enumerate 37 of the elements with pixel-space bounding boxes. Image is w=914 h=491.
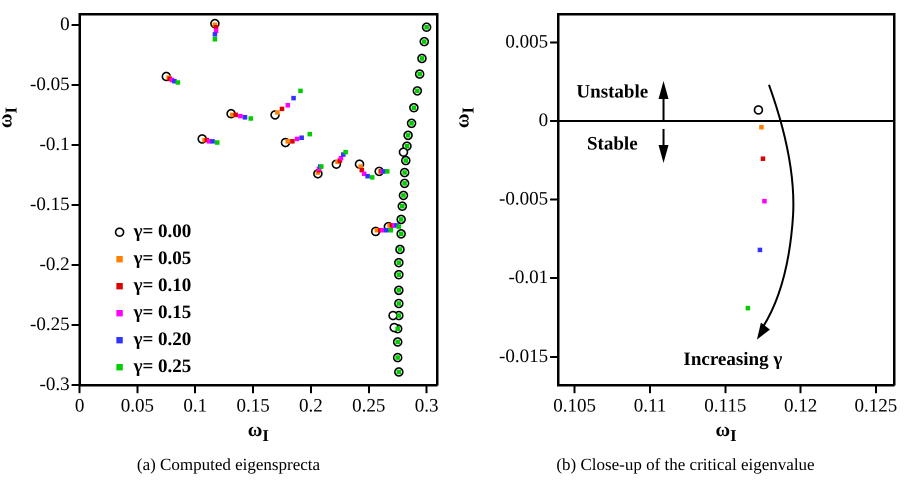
legend-label: γ= 0.20 bbox=[132, 329, 192, 350]
y-tick-label: 0 bbox=[538, 110, 548, 131]
y-tick-label: -0.2 bbox=[40, 254, 70, 276]
x-tick-label: 0.12 bbox=[784, 396, 818, 417]
y-tick-label: -0.005 bbox=[499, 188, 548, 210]
annotation: Stable bbox=[586, 133, 638, 154]
x-tick-label: 0.3 bbox=[414, 396, 438, 417]
y-tick-label: 0 bbox=[60, 14, 70, 35]
x-tick-label: 0.115 bbox=[704, 396, 746, 417]
y-tick-label: -0.25 bbox=[30, 314, 70, 336]
text: (a) Computed eigensprecta bbox=[136, 455, 322, 475]
y-tick-label: -0.05 bbox=[30, 74, 70, 95]
y-tick-label: -0.15 bbox=[30, 194, 70, 215]
x-tick-label: 0.15 bbox=[236, 396, 270, 417]
y-tick-label: -0.01 bbox=[508, 267, 548, 288]
text: (b) Close-up of the critical eigenvalue bbox=[555, 455, 816, 475]
legend-label: γ= 0.00 bbox=[132, 221, 192, 242]
x-tick-label: 0.11 bbox=[634, 396, 666, 417]
x-tick-label: 0.2 bbox=[299, 396, 323, 417]
x-tick-label: 0.1 bbox=[183, 396, 208, 417]
x-tick-label: 0.25 bbox=[352, 396, 386, 417]
annotation: Increasing γ bbox=[683, 348, 782, 370]
x-axis-title: ω$_{I}$ bbox=[714, 419, 738, 446]
x-tick-label: 0 bbox=[74, 396, 84, 417]
x-tick-label: 0.105 bbox=[553, 396, 596, 417]
legend-label: γ= 0.05 bbox=[132, 248, 192, 270]
legend-label: γ= 0.15 bbox=[132, 302, 192, 324]
y-tick-label: -0.1 bbox=[40, 134, 70, 155]
y-tick-label: -0.3 bbox=[40, 374, 70, 396]
legend-label: γ= 0.25 bbox=[132, 356, 192, 378]
y-tick-label: 0.005 bbox=[505, 31, 548, 52]
x-tick-label: 0.125 bbox=[854, 396, 898, 417]
legend-label: γ= 0.10 bbox=[132, 275, 192, 296]
x-axis-title: ω$_{I}$ bbox=[246, 419, 270, 446]
annotation: Unstable bbox=[576, 82, 648, 103]
x-tick-label: 0.05 bbox=[120, 396, 154, 417]
y-tick-label: -0.015 bbox=[499, 346, 548, 367]
